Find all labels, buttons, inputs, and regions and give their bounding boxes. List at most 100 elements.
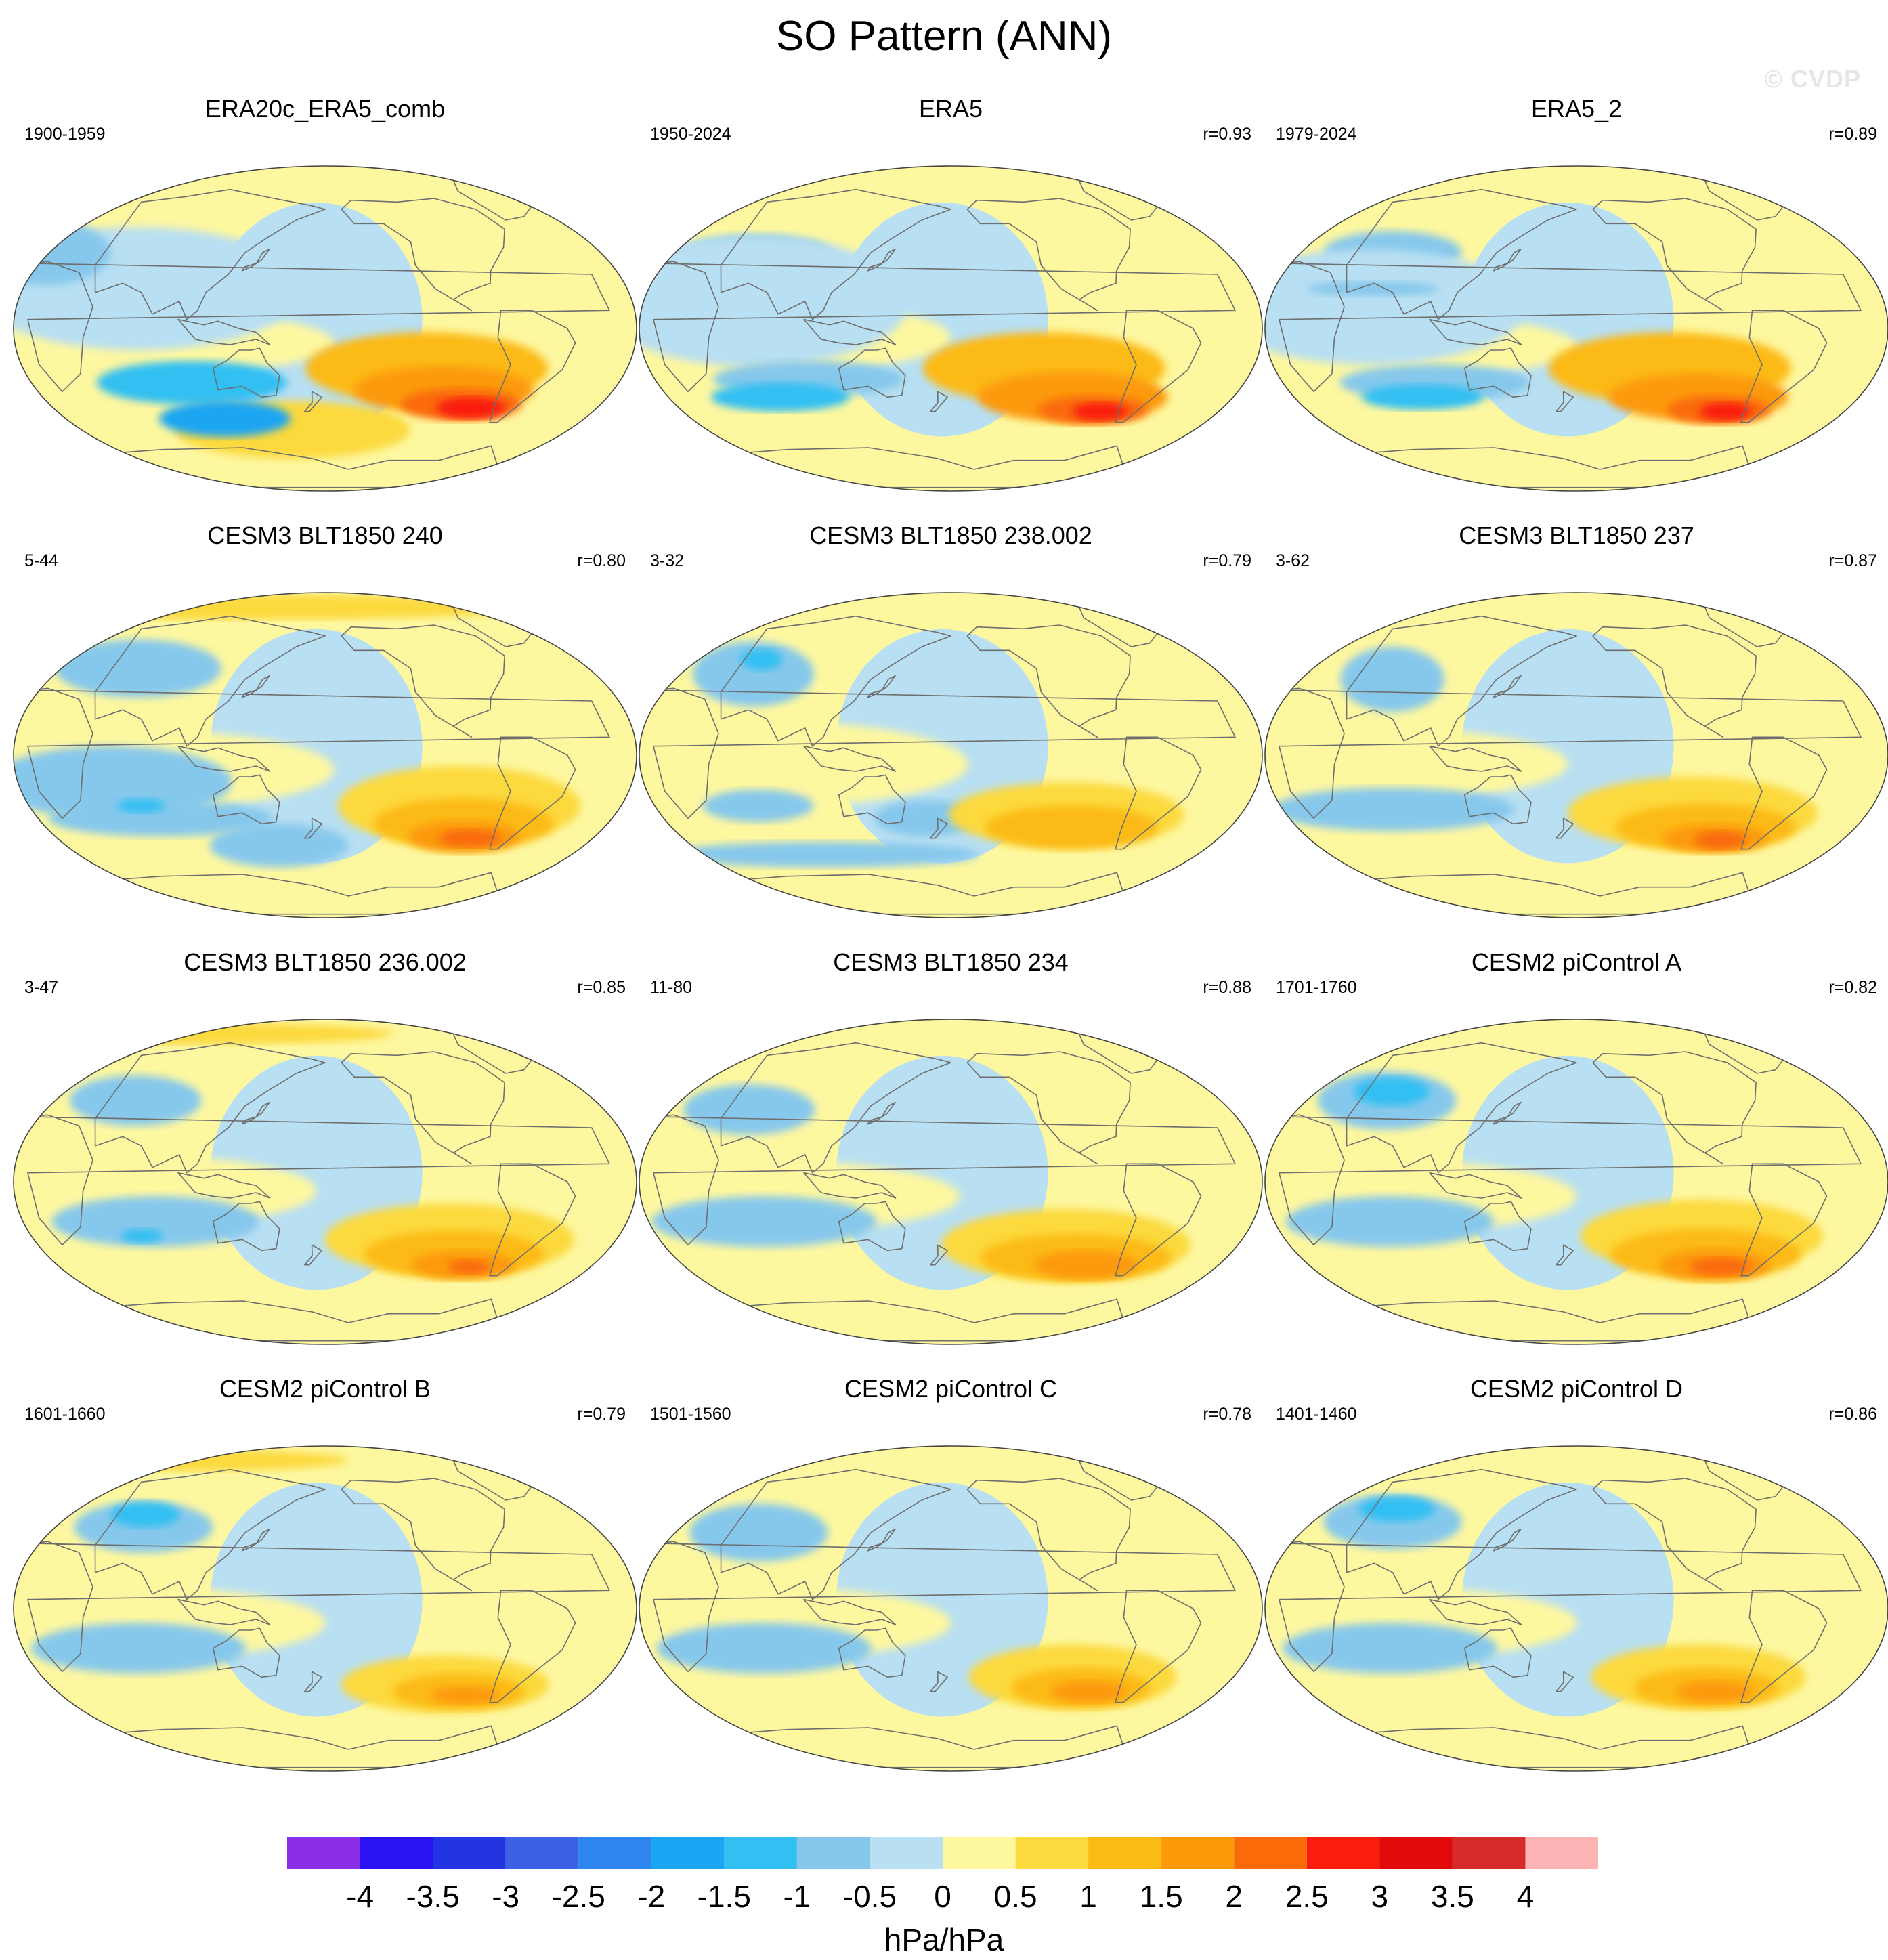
coastline-africa-west — [27, 687, 610, 819]
coastline-africa-west — [1279, 1114, 1862, 1246]
coastline-africa-west — [1279, 261, 1862, 393]
colorbar-box-18 — [1525, 1837, 1598, 1869]
contour-region-5 — [710, 383, 850, 412]
contour-region-3 — [657, 1623, 872, 1674]
contour-region-3 — [639, 236, 909, 366]
map-outline — [13, 592, 637, 918]
coastline-japan — [1493, 1101, 1522, 1125]
map-outline — [1264, 1019, 1888, 1345]
coastline-south-america — [489, 1590, 576, 1703]
robinson-map — [13, 165, 637, 492]
robinson-map — [1264, 1445, 1888, 1772]
colorbar-box-7 — [724, 1837, 797, 1869]
map-panel-3: ERA5_2 1979-2024 r=0.89 — [1264, 95, 1888, 521]
coastline-asia — [720, 1468, 951, 1600]
map-outline — [639, 1019, 1263, 1345]
map-panel-10: CESM2 piControl B 1601-1660 r=0.79 — [12, 1375, 638, 1802]
coastline-new-zealand — [304, 391, 322, 412]
colorbar-tick-label: -1 — [783, 1879, 811, 1914]
robinson-map — [1264, 592, 1888, 918]
panel-title: ERA5_2 — [1530, 95, 1623, 123]
colorbar-box-11 — [1015, 1837, 1089, 1869]
contour-region-4 — [1283, 1623, 1497, 1674]
coastline-new-zealand — [930, 1671, 948, 1692]
coastline-new-zealand — [304, 1671, 322, 1692]
colorbar-box-12 — [1088, 1837, 1161, 1869]
coastline-indonesia — [803, 745, 897, 772]
colorbar-box-17 — [1452, 1837, 1526, 1869]
colorbar-tick-label: -0.5 — [843, 1879, 897, 1914]
map-panel-6: CESM3 BLT1850 237 3-62 r=0.87 — [1264, 521, 1888, 948]
contour-region-9 — [448, 1259, 490, 1274]
map-panel-2: ERA5 1950-2024 r=0.93 — [638, 95, 1264, 521]
panel-title: CESM2 piControl A — [1471, 948, 1682, 976]
coastline-japan — [241, 1528, 270, 1552]
field-layer — [14, 1019, 637, 1344]
colorbar-box-15 — [1306, 1837, 1380, 1869]
coastline-indonesia — [1429, 1598, 1522, 1625]
map-outline — [13, 1445, 637, 1772]
panel-title: CESM2 piControl C — [844, 1375, 1058, 1403]
coastline-australia — [1463, 1201, 1532, 1252]
coastline-australia — [212, 774, 280, 825]
map-panel-8: CESM3 BLT1850 234 11-80 r=0.88 — [638, 948, 1264, 1375]
contour-region-4 — [14, 746, 232, 819]
coastline-south-america — [1740, 1590, 1828, 1703]
contour-region-2 — [689, 1504, 828, 1562]
contour-region-6 — [1307, 281, 1439, 296]
coastline-asia — [1346, 1042, 1577, 1174]
coastline-south-america — [489, 310, 576, 423]
field-layer — [1265, 166, 1888, 491]
panel-correlation: r=0.87 — [1828, 551, 1877, 570]
map-outline — [639, 165, 1263, 492]
panel-title: CESM3 BLT1850 238.002 — [809, 521, 1092, 549]
coastline-africa-west — [27, 1541, 610, 1673]
contour-region-11 — [436, 397, 506, 419]
colorbar-box-9 — [870, 1837, 943, 1869]
contour-region-7 — [209, 824, 348, 868]
map-panel-12: CESM2 piControl D 1401-1460 r=0.86 — [1264, 1375, 1888, 1802]
coastline-asia — [720, 615, 951, 747]
coastline-asia — [1346, 1468, 1577, 1600]
panel-correlation: r=0.78 — [1203, 1405, 1251, 1424]
coastline-south-america — [489, 736, 576, 850]
coastline-south-america — [1740, 1163, 1828, 1277]
coastline-north-america — [1592, 624, 1757, 738]
panel-period: 1979-2024 — [1276, 125, 1357, 144]
coastline-new-zealand — [304, 817, 322, 839]
map-outline — [1264, 165, 1888, 492]
panel-title: ERA20c_ERA5_comb — [205, 95, 446, 123]
coastline-australia — [212, 347, 280, 398]
coastline-north-america — [966, 198, 1131, 312]
robinson-map — [639, 1019, 1263, 1345]
contour-region-5 — [668, 842, 980, 868]
colorbar-tick-label: 3.5 — [1431, 1879, 1474, 1914]
coastline-asia — [94, 1468, 326, 1600]
contour-region-6 — [1051, 1680, 1128, 1703]
colorbar-box-10 — [943, 1837, 1016, 1869]
coastline-indonesia — [803, 1172, 897, 1199]
contour-region-1 — [14, 1449, 349, 1472]
colorbar-tick-label: 1 — [1079, 1879, 1097, 1914]
contour-region-8 — [1689, 1258, 1752, 1276]
panel-correlation: r=0.86 — [1828, 1405, 1877, 1424]
coastline-new-zealand — [1556, 391, 1574, 412]
coastline-australia — [1463, 774, 1532, 825]
coastline-new-zealand — [930, 817, 948, 839]
contour-region-5 — [121, 1229, 163, 1243]
field-layer — [14, 166, 637, 491]
panel-period: 1601-1660 — [24, 1405, 106, 1424]
contour-region-5 — [1361, 384, 1483, 410]
colorbar-tick-label: -2.5 — [552, 1879, 605, 1914]
colorbar-tick-label: -3.5 — [406, 1879, 459, 1914]
coastline-japan — [867, 1528, 896, 1552]
field-layer — [1265, 1446, 1888, 1771]
contour-region-4 — [110, 1501, 180, 1527]
coastline-asia — [94, 188, 326, 320]
coastline-north-america — [341, 1478, 505, 1592]
robinson-map — [13, 1019, 637, 1345]
coastline-asia — [1346, 615, 1577, 747]
coastline-indonesia — [177, 1172, 271, 1199]
pacific-negative-region — [210, 1482, 423, 1717]
map-panel-7: CESM3 BLT1850 236.002 3-47 r=0.85 — [12, 948, 638, 1375]
